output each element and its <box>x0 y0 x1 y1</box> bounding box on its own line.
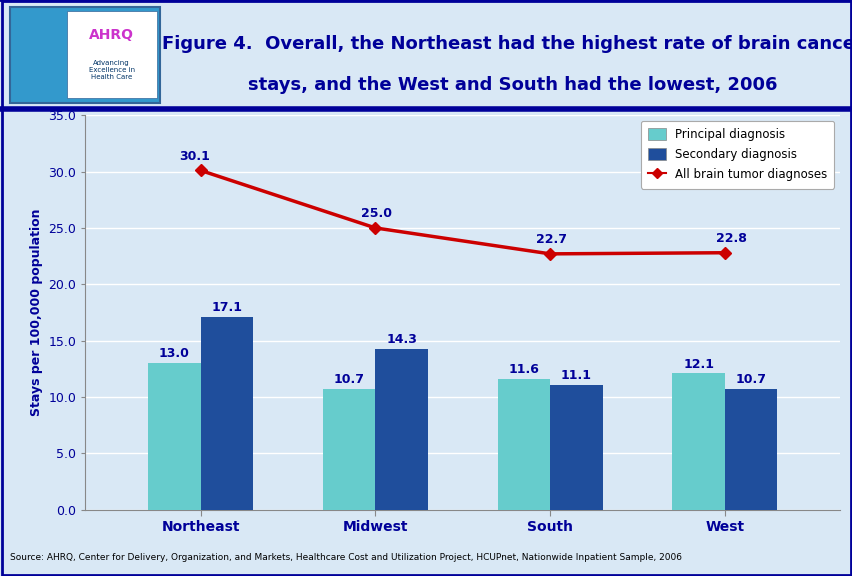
Text: 17.1: 17.1 <box>211 301 242 314</box>
Bar <box>671 373 724 510</box>
Text: 11.1: 11.1 <box>560 369 591 382</box>
Bar <box>375 348 428 510</box>
Bar <box>200 317 253 510</box>
Bar <box>497 379 550 510</box>
Text: 30.1: 30.1 <box>180 150 210 162</box>
FancyBboxPatch shape <box>66 11 156 98</box>
Legend: Principal diagnosis, Secondary diagnosis, All brain tumor diagnoses: Principal diagnosis, Secondary diagnosis… <box>640 121 833 188</box>
Text: Source: AHRQ, Center for Delivery, Organization, and Markets, Healthcare Cost an: Source: AHRQ, Center for Delivery, Organ… <box>10 553 682 562</box>
Bar <box>550 385 602 510</box>
Text: 10.7: 10.7 <box>333 373 365 386</box>
Text: 12.1: 12.1 <box>682 358 713 370</box>
FancyBboxPatch shape <box>10 6 159 103</box>
Text: Advancing
Excellence in
Health Care: Advancing Excellence in Health Care <box>89 60 135 81</box>
Text: AHRQ: AHRQ <box>89 28 134 43</box>
Text: 11.6: 11.6 <box>508 363 538 376</box>
Text: stays, and the West and South had the lowest, 2006: stays, and the West and South had the lo… <box>248 77 776 94</box>
Bar <box>148 363 200 510</box>
Text: 22.7: 22.7 <box>536 233 567 246</box>
Text: 10.7: 10.7 <box>734 373 766 386</box>
Bar <box>323 389 375 510</box>
Text: 22.8: 22.8 <box>716 232 746 245</box>
Text: 14.3: 14.3 <box>386 333 417 346</box>
Text: 13.0: 13.0 <box>158 347 190 361</box>
Text: Figure 4.  Overall, the Northeast had the highest rate of brain cancer: Figure 4. Overall, the Northeast had the… <box>162 35 852 53</box>
Y-axis label: Stays per 100,000 population: Stays per 100,000 population <box>30 209 43 416</box>
Text: 25.0: 25.0 <box>361 207 392 220</box>
Bar <box>724 389 776 510</box>
